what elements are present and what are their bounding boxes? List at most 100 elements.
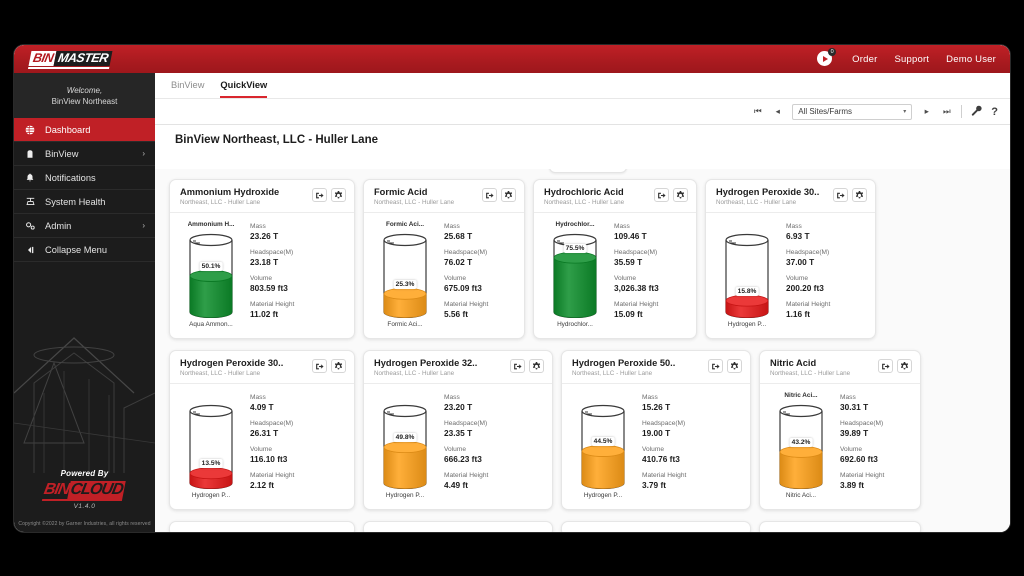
wrench-icon[interactable]: [971, 105, 982, 119]
tank-card[interactable]: Hydrogen Peroxide 32.. Northeast, LLC - …: [363, 350, 553, 510]
tank-card[interactable]: Ammonium Hydroxide Northeast, LLC - Hull…: [169, 179, 355, 339]
stats-list: Mass 109.46 T Headspace(M) 35.59 T Volum…: [614, 221, 688, 328]
help-button[interactable]: ?: [991, 105, 998, 118]
stat-value-mass: 15.26 T: [642, 402, 671, 412]
tab-quickview[interactable]: QuickView: [220, 80, 268, 98]
settings-gear-button[interactable]: [852, 188, 867, 202]
settings-gear-button[interactable]: [331, 359, 346, 373]
settings-gear-button[interactable]: [501, 188, 516, 202]
bincloud-logo: BIN CLOUD: [42, 481, 127, 501]
fill-percent-badge: 49.8%: [393, 433, 417, 443]
card-title: Formic Acid: [374, 187, 428, 197]
stat-mass: Mass 6.93 T: [786, 222, 867, 242]
tank-column: 15.8% Hydrogen P...: [716, 221, 778, 328]
first-page-button[interactable]: ⏮: [753, 106, 762, 116]
tank-card-partial[interactable]: [363, 521, 553, 532]
stat-mass: Mass 109.46 T: [614, 222, 688, 242]
collapse-icon: [24, 245, 36, 255]
welcome-line-2: BinView Northeast: [51, 97, 118, 106]
stat-label-material-height: Material Height: [786, 301, 831, 308]
stat-label-volume: Volume: [444, 446, 466, 453]
open-detail-button[interactable]: [312, 188, 327, 202]
stat-label-volume: Volume: [614, 275, 636, 282]
tank-card-partial[interactable]: [759, 521, 921, 532]
card-body: 44.5% Hydrogen P... Mass 15.26 T Headspa…: [562, 384, 750, 509]
card-subtitle: Northeast, LLC - Huller Lane: [716, 199, 797, 206]
tank-card[interactable]: Formic Acid Northeast, LLC - Huller Lane…: [363, 179, 525, 339]
open-detail-button[interactable]: [510, 359, 525, 373]
stat-material-height: Material Height 3.79 ft: [642, 471, 742, 491]
stat-label-mass: Mass: [250, 223, 266, 230]
open-detail-button[interactable]: [708, 359, 723, 373]
prev-page-button[interactable]: ◂: [775, 106, 780, 116]
stat-material-height: Material Height 4.49 ft: [444, 471, 544, 491]
version-label: V1.4.0: [73, 503, 96, 510]
sidebar-item-notifications[interactable]: Notifications: [14, 166, 155, 190]
fill-percent-badge: 13.5%: [199, 459, 223, 469]
tank-graphic: 75.5%: [552, 232, 598, 318]
next-page-button[interactable]: ▸: [924, 106, 929, 116]
settings-gear-button[interactable]: [727, 359, 742, 373]
settings-gear-button[interactable]: [673, 188, 688, 202]
tank-card[interactable]: Hydrogen Peroxide 50.. Northeast, LLC - …: [561, 350, 751, 510]
copyright-text: Copyright ©2022 by Garner Industries, al…: [18, 521, 151, 527]
silo-artwork: [14, 337, 155, 473]
open-detail-button[interactable]: [482, 188, 497, 202]
sidebar-item-collapse-menu[interactable]: Collapse Menu: [14, 238, 155, 262]
tank-footer-label: Aqua Ammon...: [189, 321, 233, 328]
stat-value-mass: 23.26 T: [250, 231, 279, 241]
notifications-button[interactable]: 0: [817, 48, 837, 67]
site-farm-select-value: All Sites/Farms: [798, 107, 853, 116]
settings-gear-button[interactable]: [529, 359, 544, 373]
stat-headspace: Headspace(M) 23.35 T: [444, 419, 544, 439]
stat-label-headspace: Headspace(M): [444, 249, 488, 256]
open-detail-button[interactable]: [878, 359, 893, 373]
open-detail-button[interactable]: [833, 188, 848, 202]
stat-volume: Volume 410.76 ft3: [642, 445, 742, 465]
stat-value-headspace: 37.00 T: [786, 257, 815, 267]
stat-volume: Volume 692.60 ft3: [840, 445, 912, 465]
card-header: Nitric Acid Northeast, LLC - Huller Lane: [760, 351, 920, 384]
stat-value-material-height: 3.79 ft: [642, 480, 666, 490]
card-body: 15.8% Hydrogen P... Mass 6.93 T Headspac…: [706, 213, 875, 338]
settings-gear-button[interactable]: [897, 359, 912, 373]
tank-column: Formic Aci... 25.3% Formic Aci...: [374, 221, 436, 328]
fill-percent-badge: 44.5%: [591, 436, 615, 446]
open-detail-button[interactable]: [654, 188, 669, 202]
card-body: Nitric Aci... 43.2% Nitric Aci...: [760, 384, 920, 509]
fill-percent-badge: 75.5%: [563, 243, 587, 253]
card-row-2: Hydrogen Peroxide 30.. Northeast, LLC - …: [169, 350, 996, 510]
tank-graphic: 50.1%: [188, 232, 234, 318]
stat-value-volume: 803.59 ft3: [250, 283, 288, 293]
tank-card[interactable]: Hydrogen Peroxide 30.. Northeast, LLC - …: [169, 350, 355, 510]
logo-underline: [27, 67, 110, 69]
stat-label-headspace: Headspace(M): [840, 420, 884, 427]
sidebar-item-admin[interactable]: Admin ›: [14, 214, 155, 238]
settings-gear-button[interactable]: [331, 188, 346, 202]
tank-column: Hydrochlor... 75.5% Hydrochlor...: [544, 221, 606, 328]
open-detail-button[interactable]: [312, 359, 327, 373]
cards-board: Ammonium Hydroxide Northeast, LLC - Hull…: [155, 169, 1010, 532]
tank-graphic: 13.5%: [188, 403, 234, 489]
site-farm-select[interactable]: All Sites/Farms ▾: [792, 103, 913, 120]
sidebar-item-system-health[interactable]: System Health: [14, 190, 155, 214]
nav-support[interactable]: Support: [894, 53, 930, 65]
tank-graphic: 25.3%: [382, 232, 428, 318]
stat-label-mass: Mass: [444, 223, 460, 230]
tank-card[interactable]: Hydrochloric Acid Northeast, LLC - Hulle…: [533, 179, 697, 339]
toolbar: ⏮ ◂ All Sites/Farms ▾ ▸ ⏭ ?: [155, 98, 1010, 125]
card-body: 13.5% Hydrogen P... Mass 4.09 T Headspac…: [170, 384, 354, 509]
nav-order[interactable]: Order: [852, 53, 878, 65]
stat-value-mass: 6.93 T: [786, 231, 810, 241]
tab-binview[interactable]: BinView: [171, 80, 205, 90]
tank-card[interactable]: Hydrogen Peroxide 30.. Northeast, LLC - …: [705, 179, 876, 339]
sidebar-item-dashboard[interactable]: Dashboard: [14, 118, 155, 142]
last-page-button[interactable]: ⏭: [942, 106, 951, 116]
tank-card-partial[interactable]: [561, 521, 751, 532]
fill-percent-badge: 15.8%: [735, 286, 759, 296]
card-subtitle: Northeast, LLC - Huller Lane: [770, 370, 851, 377]
tank-card[interactable]: Nitric Acid Northeast, LLC - Huller Lane…: [759, 350, 921, 510]
sidebar-item-binview[interactable]: BinView ›: [14, 142, 155, 166]
nav-demo-user[interactable]: Demo User: [946, 53, 996, 65]
tank-card-partial[interactable]: [169, 521, 355, 532]
